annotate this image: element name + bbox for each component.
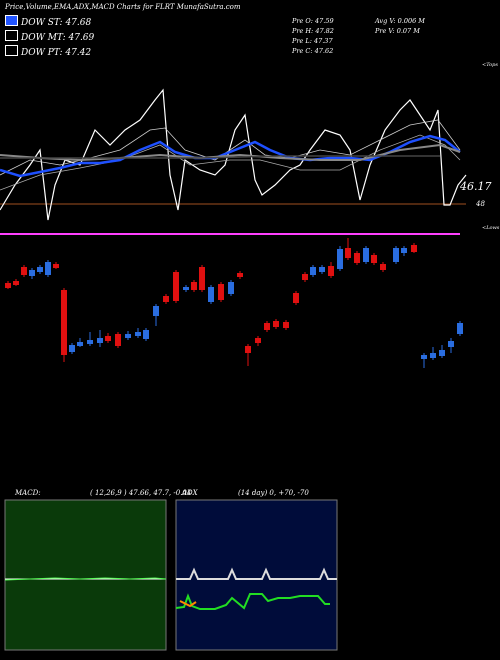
macd-params: ( 12,26,9 ) 47.66, 47.7, -0.04 — [90, 489, 192, 497]
candle-body — [5, 283, 11, 288]
prev-low: Pre L: 47.37 — [292, 37, 333, 45]
adx-minus-di-line — [179, 600, 197, 608]
candle-body — [293, 293, 299, 303]
candle-body — [218, 284, 224, 300]
candle-body — [191, 282, 197, 290]
candle-body — [228, 282, 234, 294]
tops-label: <Tops — [482, 62, 498, 68]
candle-body — [37, 267, 43, 272]
candle-body — [430, 353, 436, 358]
candle-body — [29, 270, 35, 276]
candle-body — [345, 248, 351, 258]
candle-body — [77, 342, 83, 346]
legend-dow-st: DOW ST: 47.68 — [5, 15, 91, 28]
avg-volume: Avg V: 0.006 M — [375, 17, 425, 25]
candle-body — [401, 248, 407, 253]
prev-open: Pre O: 47.59 — [292, 17, 334, 25]
dow-st-swatch — [5, 15, 18, 26]
ema-slow-line — [0, 143, 461, 162]
adx-panel — [175, 499, 338, 651]
candle-body — [393, 248, 399, 262]
candle-body — [97, 338, 103, 343]
candle-body — [173, 272, 179, 301]
candle-body — [363, 248, 369, 262]
dow-st-label: DOW ST: 47.68 — [21, 18, 92, 28]
candle-body — [87, 340, 93, 344]
candle-body — [264, 323, 270, 330]
candle-body — [354, 253, 360, 263]
lows-label: <Lows — [482, 225, 500, 231]
candle-body — [153, 306, 159, 316]
candle-body — [69, 345, 75, 352]
candle-body — [245, 346, 251, 353]
candle-body — [328, 266, 334, 276]
adx-plus-di-line — [175, 593, 330, 610]
candle-body — [61, 290, 67, 355]
candle-body — [457, 323, 463, 334]
candles — [5, 238, 463, 368]
candle-body — [302, 274, 308, 280]
dow-pt-swatch — [5, 45, 18, 56]
candle-body — [273, 321, 279, 327]
candle-body — [143, 330, 149, 339]
prev-volume: Pre V: 0.07 M — [375, 27, 420, 35]
candle-body — [310, 267, 316, 275]
lower-band-line — [0, 134, 461, 191]
prev-close: Pre C: 47.62 — [292, 47, 334, 55]
adx-line — [176, 567, 337, 580]
dow-st-line — [0, 155, 440, 159]
candle-body — [237, 273, 243, 277]
candle-body — [337, 249, 343, 269]
candle-body — [21, 267, 27, 275]
candle-body — [283, 322, 289, 328]
candle-body — [135, 332, 141, 336]
dow-mt-swatch — [5, 30, 18, 41]
adx-params: (14 day) 0, +70, -70 — [238, 489, 309, 497]
candle-body — [255, 338, 261, 343]
prev-high: Pre H: 47.82 — [292, 27, 334, 35]
candle-body — [411, 245, 417, 252]
candle-body — [183, 287, 189, 290]
candle-body — [105, 336, 111, 341]
legend-dow-mt: DOW MT: 47.69 — [5, 30, 94, 43]
macd-line — [4, 577, 167, 581]
dow-pt-label: DOW PT: 47.42 — [21, 48, 92, 58]
legend-dow-pt: DOW PT: 47.42 — [5, 45, 91, 58]
candle-body — [208, 287, 214, 302]
chart-title: Price,Volume,EMA,ADX,MACD Charts for FLR… — [5, 3, 241, 11]
candle-body — [448, 341, 454, 347]
macd-panel — [4, 499, 167, 651]
candle-body — [371, 255, 377, 263]
macd-label: MACD: — [15, 489, 41, 497]
candle-body — [13, 281, 19, 285]
level-label: 48 — [476, 200, 485, 208]
candle-body — [125, 334, 131, 338]
price-line — [0, 88, 467, 221]
last-value-label: 46.17 — [460, 180, 492, 193]
candle-body — [163, 296, 169, 302]
candle-body — [319, 267, 325, 272]
candle-body — [380, 264, 386, 270]
candle-body — [45, 262, 51, 275]
candle-body — [421, 355, 427, 359]
candle-body — [439, 350, 445, 356]
candle-body — [199, 267, 205, 290]
dow-mt-label: DOW MT: 47.69 — [21, 33, 95, 43]
adx-label: ADX — [182, 489, 198, 497]
candle-body — [115, 334, 121, 346]
ema-envelope — [0, 88, 467, 221]
candle-body — [53, 264, 59, 268]
